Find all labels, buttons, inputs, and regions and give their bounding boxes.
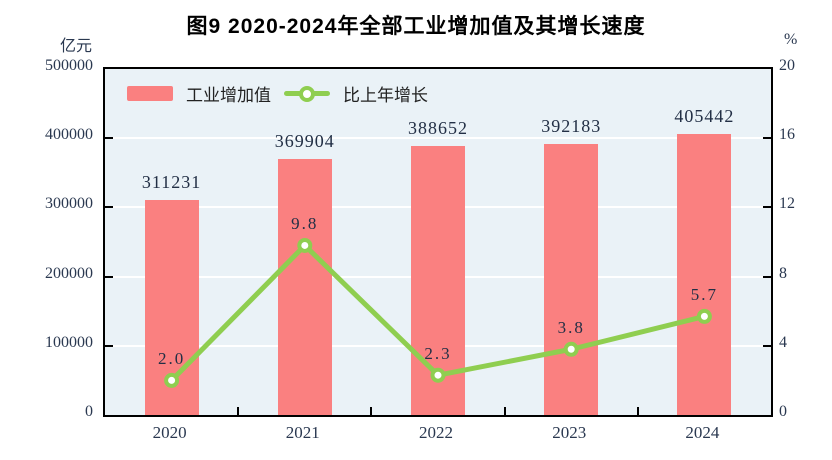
line-value-label: 2.0 [157,349,186,369]
bar-value-label: 388652 [408,118,468,139]
left-axis-tick [105,275,113,278]
bar-value-label: 311231 [141,171,202,192]
legend-line-label: 比上年增长 [343,86,428,105]
growth-line-marker-icon [164,372,180,388]
legend-bar-label: 工业增加值 [186,86,271,105]
legend-line-marker-icon [299,85,315,102]
x-axis-label: 2024 [685,423,720,442]
legend-line-swatch-icon [284,85,330,102]
left-axis-tick [105,344,113,347]
x-axis-tick [237,407,240,415]
left-axis-unit: 亿元 [59,38,92,55]
legend-bar-swatch-icon [127,86,173,101]
left-axis-tick-label: 100000 [45,333,93,351]
left-axis-tick-label: 0 [85,403,93,420]
right-axis-tick-label: 4 [779,333,787,351]
bar-value-label: 369904 [274,131,335,152]
x-axis-label: 2023 [552,423,587,442]
x-axis-label: 2021 [285,423,320,442]
right-axis-tick [763,344,771,347]
right-axis-tick [763,275,771,278]
right-axis-unit: % [784,31,798,48]
left-axis-tick-label: 300000 [45,195,93,213]
line-value-label: 5.7 [690,285,719,305]
line-value-label: 9.8 [291,214,319,234]
right-axis-tick-label: 12 [779,195,795,213]
plot-area: 工业增加值 比上年增长 311231 369904 388652 392183 4054… [103,67,773,417]
left-axis-tick [105,137,113,140]
gridline [105,137,771,140]
left-axis-tick-label: 400000 [45,126,93,144]
bar-value-label: 392183 [541,115,602,136]
x-axis-tick [370,407,373,415]
x-axis-label: 2020 [152,423,187,442]
chart-title: 图9 2020-2024年全部工业增加值及其增长速度 [186,15,646,38]
x-axis-tick [636,407,639,415]
right-axis-tick-label: 16 [779,126,795,144]
line-value-label: 2.3 [424,344,452,364]
right-axis-tick-label: 0 [779,403,787,420]
growth-line-marker-icon [563,341,579,357]
left-axis-tick-label: 200000 [45,264,93,282]
x-axis-tick [503,407,506,415]
bar-value-label: 405442 [674,106,735,127]
bar-2023 [544,143,599,415]
right-axis-tick-label: 8 [779,264,787,282]
right-axis-tick-label: 20 [779,57,795,74]
line-value-label: 3.8 [557,318,585,338]
x-axis-label: 2022 [419,423,453,442]
right-axis-tick [763,206,771,209]
right-axis-tick [763,137,771,140]
growth-line-marker-icon [430,367,446,383]
growth-line-marker-icon [696,308,712,324]
left-axis-tick [105,206,113,209]
legend: 工业增加值 比上年增长 [127,81,428,106]
growth-line-marker-icon [297,237,313,253]
bar-2024 [677,134,732,415]
left-axis-tick-label: 500000 [45,57,93,74]
growth-line-series [164,237,712,388]
bar-2021 [277,159,332,415]
